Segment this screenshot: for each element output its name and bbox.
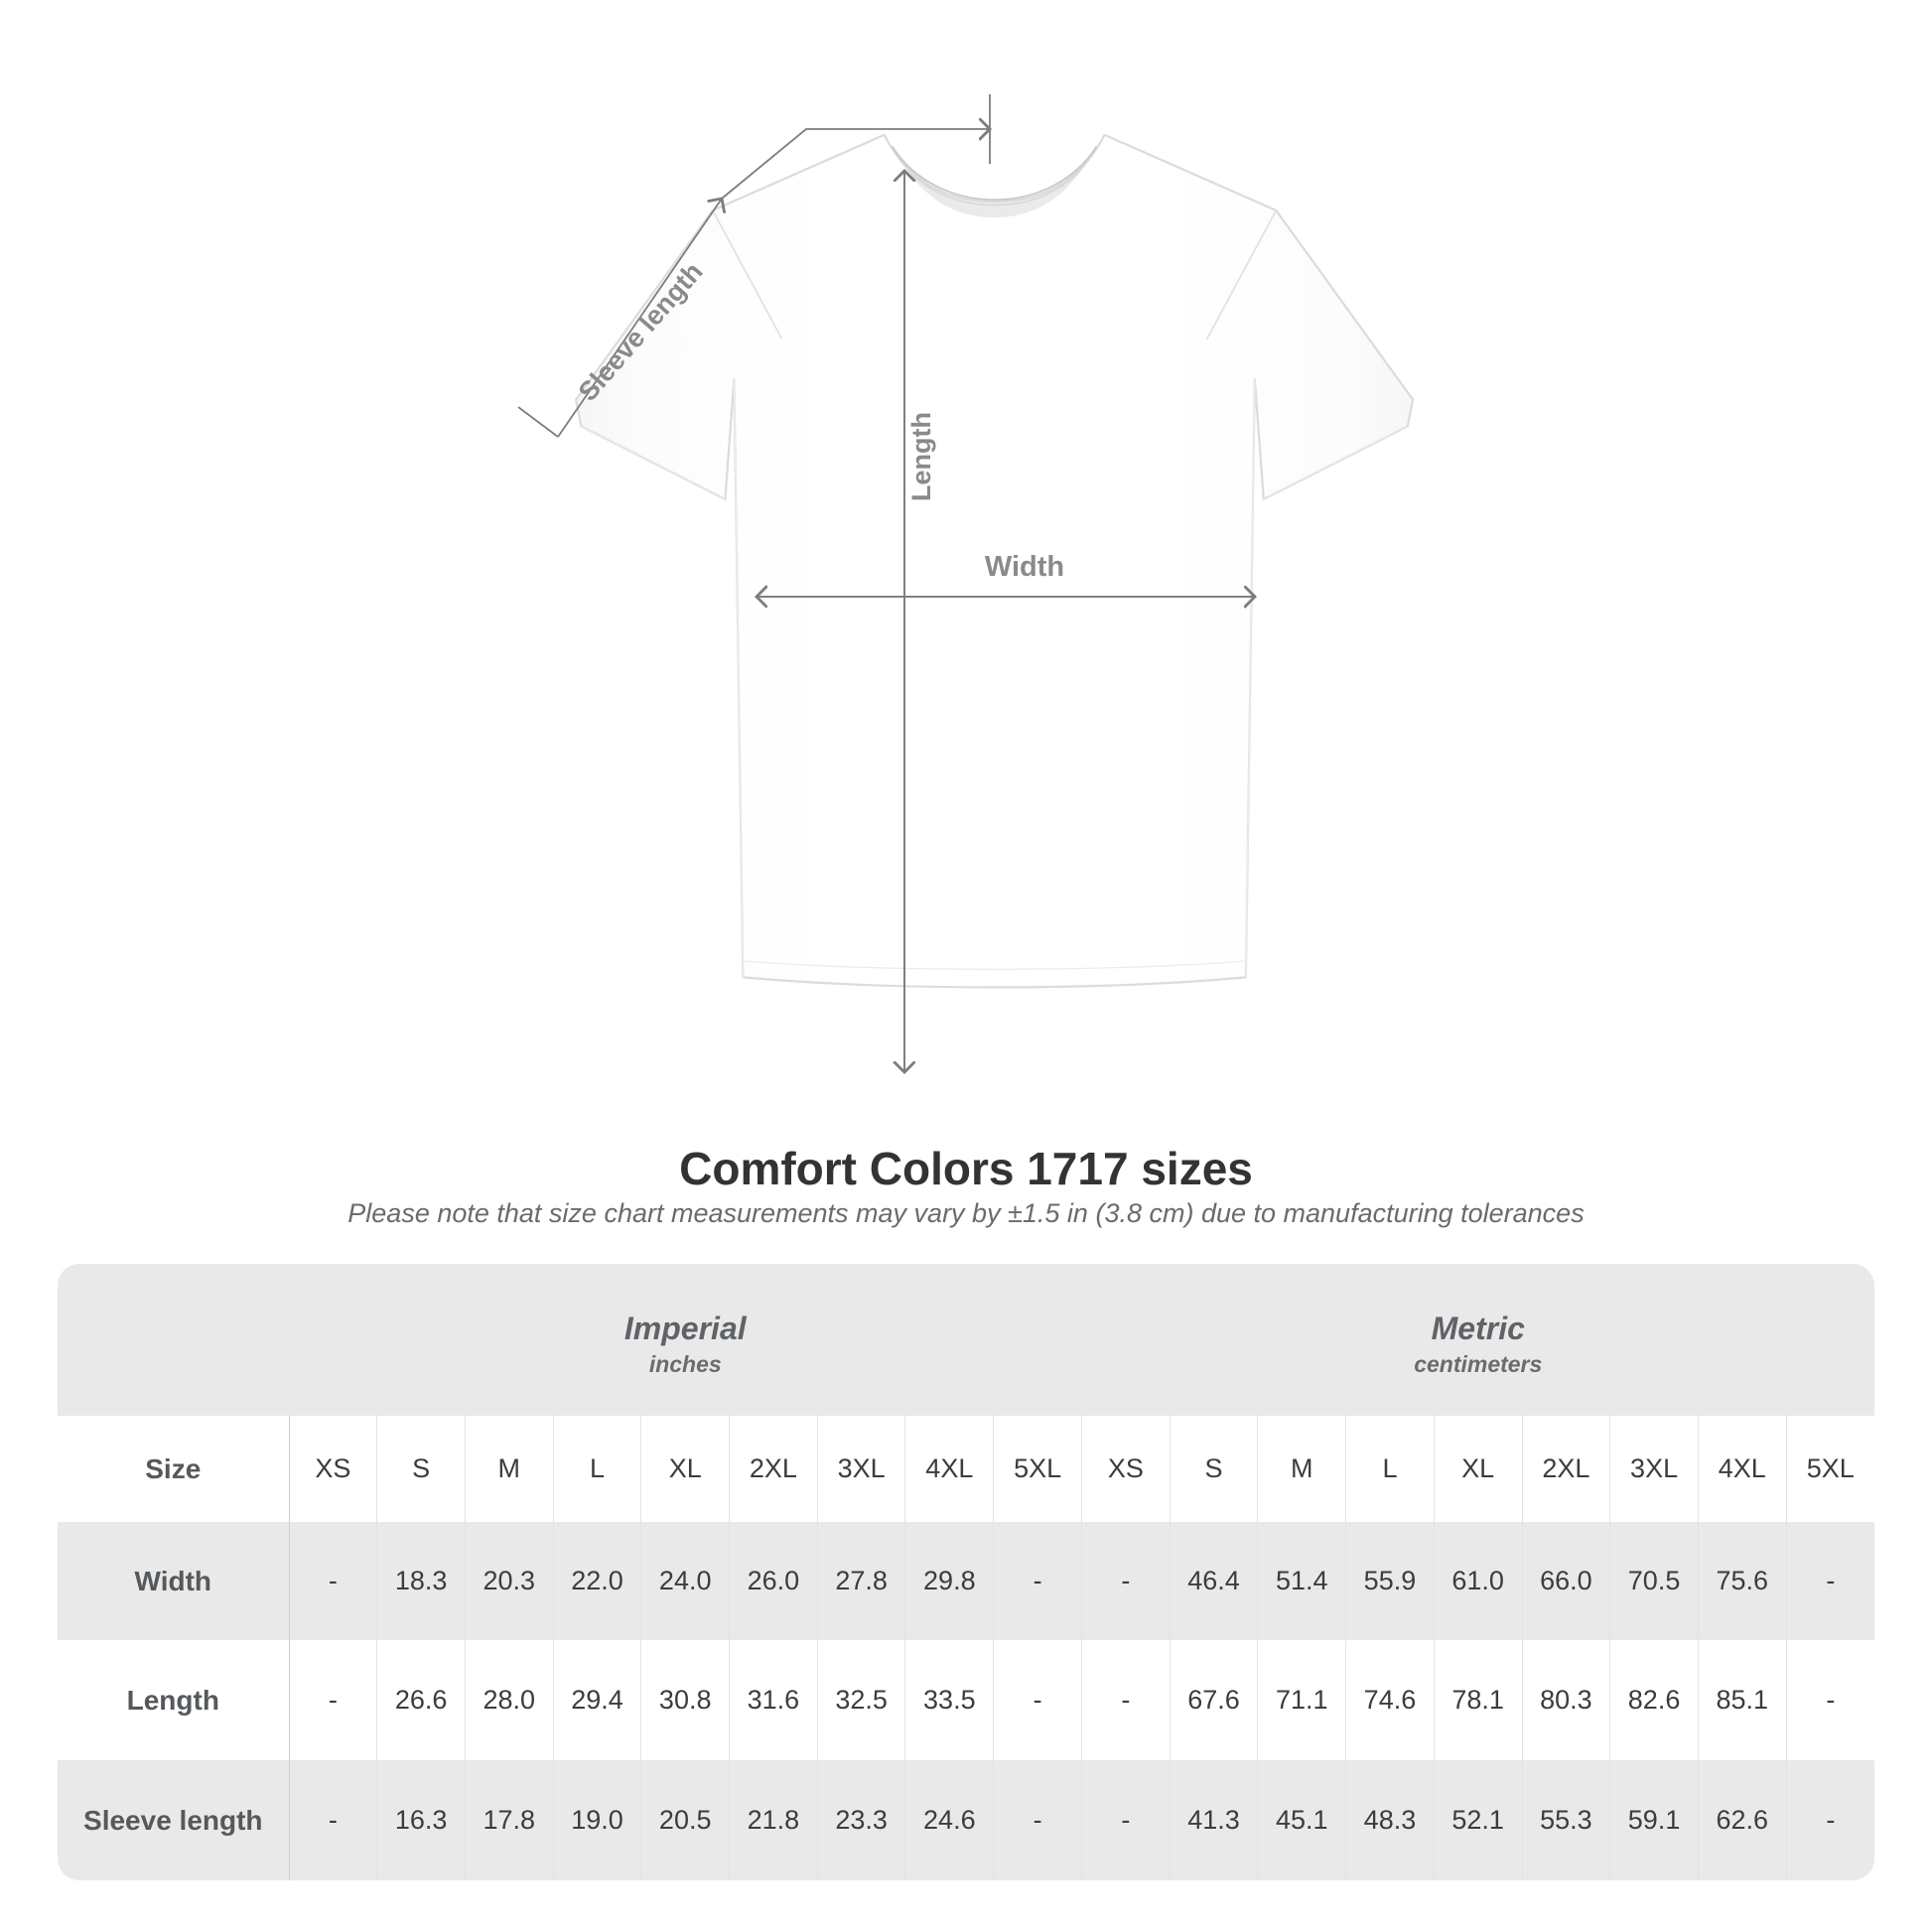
svg-text:Width: Width	[985, 551, 1064, 583]
svg-text:Length: Length	[906, 412, 936, 501]
svg-text:Sleeve length: Sleeve length	[573, 257, 709, 407]
